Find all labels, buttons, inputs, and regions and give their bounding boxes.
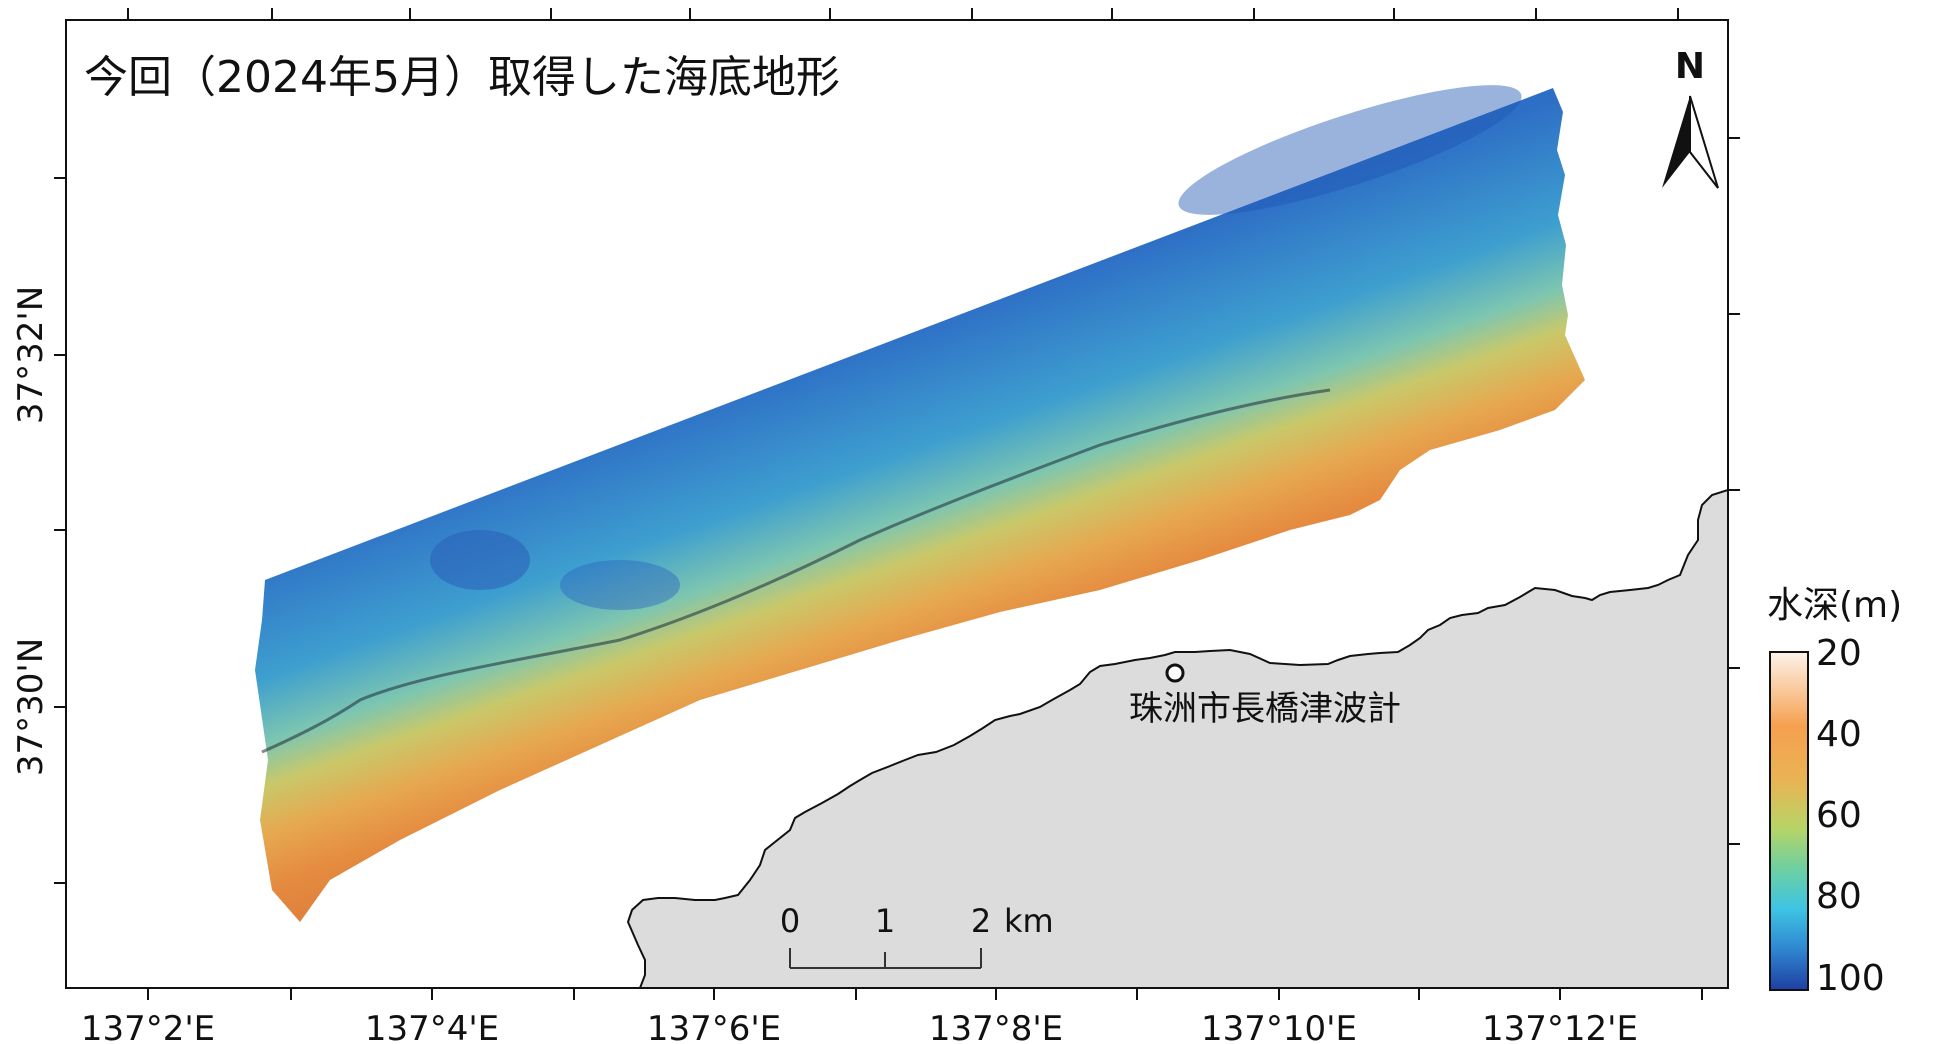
land-area [626, 488, 1728, 988]
place-label: 珠洲市長橋津波計 [1129, 689, 1401, 729]
tsunami-gauge-marker [1165, 663, 1185, 683]
legend-label: 20 [1816, 633, 1862, 674]
depth-legend: 水深(m) 20 40 60 80 100 [1767, 585, 1902, 999]
scale-unit: km [1004, 902, 1054, 940]
north-arrow-icon: N [1662, 46, 1719, 189]
scale-label: 2 [971, 902, 991, 940]
lon-label: 137°2'E [81, 1009, 215, 1044]
legend-label: 40 [1816, 714, 1862, 755]
seafloor-scarp [261, 388, 1331, 754]
colorbar [1769, 651, 1809, 991]
legend-title: 水深(m) [1767, 585, 1902, 626]
lon-label: 137°4'E [365, 1009, 499, 1044]
lat-label: 37°30'N [11, 638, 51, 776]
bathymetry-strip [255, 88, 1585, 922]
legend-label: 60 [1816, 795, 1862, 836]
longitude-labels: 137°2'E 137°4'E 137°6'E 137°8'E 137°10'E… [81, 1009, 1638, 1044]
north-label: N [1675, 46, 1705, 87]
lon-label: 137°10'E [1201, 1009, 1357, 1044]
deep-area [1178, 85, 1522, 215]
lon-label: 137°6'E [647, 1009, 781, 1044]
lon-label: 137°12'E [1482, 1009, 1638, 1044]
deep-basin [430, 530, 530, 590]
latitude-ticks [54, 137, 1740, 884]
scale-label: 1 [875, 902, 895, 940]
lat-label: 37°32'N [11, 286, 51, 424]
deep-basin-2 [560, 560, 680, 610]
map-title: 今回（2024年5月）取得した海底地形 [84, 52, 840, 103]
scale-bar: 0 1 2 km [780, 902, 1054, 969]
lon-label: 137°8'E [929, 1009, 1063, 1044]
longitude-ticks [127, 8, 1703, 1000]
legend-label: 100 [1816, 958, 1885, 999]
legend-label: 80 [1816, 876, 1862, 917]
scale-label: 0 [780, 902, 800, 940]
